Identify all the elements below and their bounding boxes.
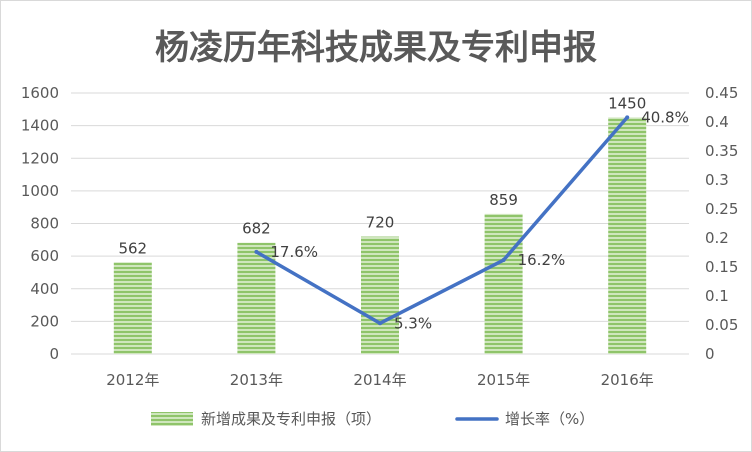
y-right-tick-label: 0.2 xyxy=(705,229,729,247)
y-right-tick-label: 0.25 xyxy=(705,200,738,218)
bar-data-label: 720 xyxy=(366,214,395,232)
y-left-tick-label: 1000 xyxy=(21,182,59,200)
x-tick-label: 2015年 xyxy=(477,371,530,389)
bar xyxy=(237,242,276,354)
y-right-tick-label: 0.1 xyxy=(705,287,729,305)
y-right-tick-label: 0.3 xyxy=(705,171,729,189)
bar-data-label: 682 xyxy=(242,220,271,238)
line-layer xyxy=(254,115,630,326)
y-left-tick-label: 1600 xyxy=(21,84,59,102)
x-tick-label: 2012年 xyxy=(106,371,159,389)
grid-layer xyxy=(71,92,689,355)
y-right-tick-label: 0.4 xyxy=(705,113,729,131)
legend: 新增成果及专利申报（项） 增长率（%） xyxy=(151,410,594,428)
chart-title: 杨凌历年科技成果及专利申报 xyxy=(155,28,597,68)
label-layer: 562 682 720 859 1450 17.6% 5.3% 16.2% 40.8% xyxy=(118,94,688,332)
growth-rate-line xyxy=(254,115,629,326)
bar xyxy=(484,213,523,354)
bar xyxy=(361,236,399,354)
line-data-label: 17.6% xyxy=(270,243,318,261)
line-point xyxy=(254,249,259,254)
legend-line-label: 增长率（%） xyxy=(505,410,594,428)
x-tick-label: 2016年 xyxy=(601,371,654,389)
y-right-tick-label: 0.15 xyxy=(705,258,738,276)
line-point xyxy=(378,321,382,326)
y-left-tick-label: 200 xyxy=(30,312,59,330)
bar-layer xyxy=(113,117,647,354)
line-point xyxy=(625,115,630,120)
x-tick-label: 2013年 xyxy=(230,371,283,389)
y-right-tick-label: 0.05 xyxy=(705,316,738,334)
bar-data-label: 562 xyxy=(118,239,147,257)
y-left-tick-label: 0 xyxy=(49,345,59,363)
y-right-tick-label: 0.45 xyxy=(705,84,738,102)
y-right-tick-label: 0.35 xyxy=(705,142,738,160)
legend-bar-swatch xyxy=(151,412,193,426)
y-left-tick-label: 1400 xyxy=(21,117,59,135)
y-left-tick-label: 600 xyxy=(30,247,59,265)
y-left-tick-label: 800 xyxy=(30,215,59,233)
bar xyxy=(608,117,647,354)
y-right-tick-label: 0 xyxy=(705,345,715,363)
line-data-label: 16.2% xyxy=(518,251,566,269)
line-data-label: 5.3% xyxy=(394,314,432,332)
y-left-tick-label: 400 xyxy=(30,280,59,298)
line-point xyxy=(501,258,506,263)
legend-bar-label: 新增成果及专利申报（项） xyxy=(201,410,381,428)
x-tick-label: 2014年 xyxy=(353,371,406,389)
axis-layer: 0 200 400 600 800 1000 1200 1400 1600 0 0.05 0.1 0.1… xyxy=(21,84,739,389)
y-left-tick-label: 1200 xyxy=(21,149,59,167)
bar xyxy=(113,262,152,354)
bar-data-label: 859 xyxy=(489,191,518,209)
line-data-label: 40.8% xyxy=(641,108,689,126)
bar-data-label: 1450 xyxy=(608,94,646,112)
